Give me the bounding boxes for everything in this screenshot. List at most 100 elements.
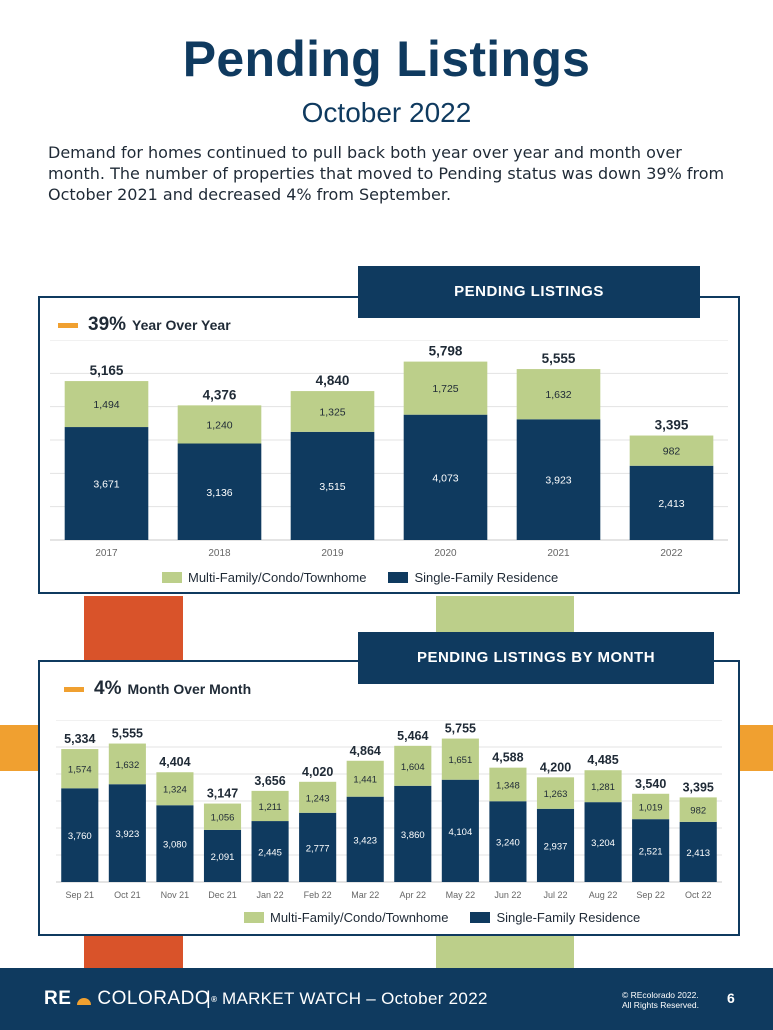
data-label-multi: 1,243 — [306, 793, 330, 804]
data-label-multi: 1,211 — [259, 802, 282, 813]
orange-dash-icon — [64, 686, 84, 692]
x-tick-label: Jul 22 — [543, 890, 567, 900]
monthly-chart-panel — [38, 660, 740, 936]
data-label-single: 3,240 — [496, 838, 520, 849]
annual-kpi-percent: 39% — [88, 314, 127, 335]
logo-text-re: RE — [44, 988, 72, 1009]
annual-panel-header: PENDING LISTINGS — [358, 266, 700, 318]
legend-label-single: Single-Family Residence — [496, 910, 641, 925]
bar-multi-family — [536, 777, 575, 809]
data-label-single: 4,104 — [448, 827, 472, 838]
x-tick-label: Sep 21 — [66, 890, 95, 900]
data-label-total: 3,540 — [635, 777, 666, 791]
data-label-multi: 982 — [690, 806, 706, 817]
legend-swatch-single — [470, 912, 491, 923]
annual-kpi: 39% Year Over Year — [58, 314, 231, 336]
bar-multi-family — [516, 369, 601, 420]
market-watch-label: MARKET WATCH – October 2022 — [222, 989, 488, 1008]
legend-swatch-multi — [244, 912, 264, 923]
legend-item-multi: Multi-Family/Condo/Townhome — [244, 910, 448, 925]
bar-single-family — [346, 796, 384, 882]
bar-single-family — [629, 465, 714, 540]
data-label-multi: 1,632 — [545, 389, 571, 401]
data-label-total: 5,798 — [429, 344, 463, 359]
bar-single-family — [516, 419, 601, 540]
bar-single-family — [64, 427, 149, 540]
data-label-single: 3,923 — [545, 475, 571, 487]
data-label-single: 2,091 — [211, 852, 235, 863]
bar-multi-family — [251, 790, 289, 822]
data-label-single: 2,413 — [686, 848, 710, 859]
data-label-total: 3,656 — [254, 774, 285, 788]
decor-orange-bar-left — [0, 725, 40, 771]
data-label-multi: 1,325 — [319, 406, 345, 418]
legend-label-multi: Multi-Family/Condo/Townhome — [270, 910, 449, 925]
bar-single-family — [403, 414, 488, 540]
data-label-total: 5,165 — [90, 363, 124, 378]
data-label-single: 3,136 — [206, 487, 232, 499]
footer-separator: | — [206, 988, 211, 1008]
data-label-total: 5,464 — [397, 729, 428, 743]
page-number: 6 — [727, 990, 735, 1006]
legend-swatch-multi — [162, 572, 182, 583]
logo-registered-mark: ® — [211, 994, 218, 1004]
decor-rust-block-top — [84, 596, 183, 660]
footer-bar: RE COLORADO ® | MARKET WATCH – October 2… — [0, 968, 773, 1030]
annual-chart-panel — [38, 296, 740, 594]
x-tick-label: Aug 22 — [589, 890, 618, 900]
x-tick-label: Oct 22 — [685, 890, 712, 900]
data-label-single: 2,937 — [544, 841, 568, 852]
decor-green-block-bottom — [436, 936, 574, 970]
page-subtitle: October 2022 — [301, 97, 472, 128]
data-label-multi: 1,632 — [115, 760, 139, 771]
bar-multi-family — [441, 738, 479, 780]
bar-single-family — [299, 812, 337, 882]
bar-single-family — [679, 821, 717, 882]
bar-multi-family — [394, 745, 432, 786]
data-label-total: 5,555 — [112, 727, 143, 741]
monthly-bar-chart: 3,760 1,574 5,334 Sep 21 3,923 1,632 5,555 Oct … — [56, 720, 722, 900]
x-tick-label: Feb 22 — [304, 890, 332, 900]
monthly-kpi: 4% Month Over Month — [64, 678, 251, 700]
bar-single-family — [251, 821, 289, 882]
data-label-total: 5,555 — [542, 351, 576, 366]
bar-multi-family — [290, 391, 375, 432]
bar-multi-family — [64, 381, 149, 428]
data-label-total: 4,200 — [540, 760, 571, 774]
bar-single-family — [108, 784, 146, 882]
decor-orange-bar-right — [740, 725, 773, 771]
data-label-multi: 1,281 — [591, 782, 615, 793]
data-label-single: 3,923 — [115, 829, 139, 840]
x-tick-label: Sep 22 — [636, 890, 665, 900]
data-label-total: 5,334 — [64, 732, 95, 746]
data-label-single: 4,073 — [432, 472, 458, 484]
bar-multi-family — [403, 361, 488, 415]
x-tick-label: May 22 — [446, 890, 476, 900]
data-label-multi: 1,651 — [448, 755, 472, 766]
intro-paragraph: Demand for homes continued to pull back … — [48, 143, 725, 204]
bar-single-family — [177, 443, 262, 540]
legend-item-multi: Multi-Family/Condo/Townhome — [162, 570, 366, 585]
legend-label-multi: Multi-Family/Condo/Townhome — [188, 570, 367, 585]
x-tick-label: 2017 — [95, 548, 118, 559]
bar-single-family — [290, 431, 375, 540]
annual-kpi-label: Year Over Year — [132, 317, 231, 333]
x-tick-label: Mar 22 — [351, 890, 379, 900]
data-label-multi: 1,019 — [639, 802, 663, 813]
data-label-single: 3,671 — [93, 479, 119, 491]
x-tick-label: Nov 21 — [161, 890, 190, 900]
bar-multi-family — [108, 743, 146, 785]
data-label-total: 4,588 — [492, 751, 523, 765]
data-label-total: 5,755 — [445, 722, 476, 736]
bar-multi-family — [629, 435, 714, 466]
bar-multi-family — [584, 770, 622, 803]
data-label-multi: 1,056 — [211, 813, 235, 824]
bar-single-family — [61, 788, 99, 882]
bar-single-family — [203, 829, 242, 882]
data-label-single: 3,515 — [319, 481, 345, 493]
x-tick-label: Dec 21 — [208, 890, 237, 900]
bar-multi-family — [177, 405, 262, 444]
monthly-legend: Multi-Family/Condo/Townhome Single-Famil… — [244, 910, 662, 925]
decor-rust-block-bottom — [84, 936, 183, 970]
logo-text-colorado: COLORADO — [97, 988, 211, 1009]
